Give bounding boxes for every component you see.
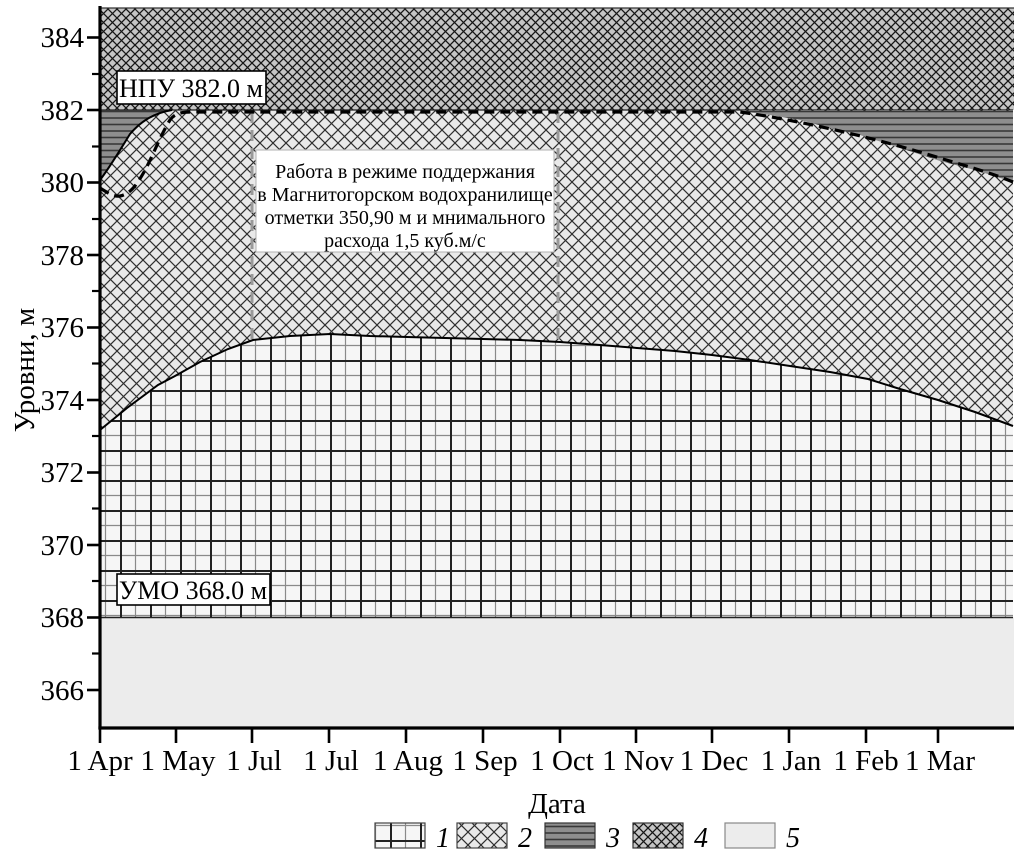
x-tick-jul2: 1 Jul [303,745,359,777]
legend-label-4: 4 [694,823,708,854]
zone5-below-umo [100,617,1014,728]
annotation-box: Работа в режиме поддержания в Магнитогор… [255,149,555,253]
y-tick-382: 382 [41,95,85,127]
x-tick-mar: 1 Mar [905,745,975,777]
y-major-ticks [87,36,99,692]
y-tick-370: 370 [41,530,85,562]
legend-item-5: 5 [724,822,800,854]
y-minor-ticks [92,72,99,655]
npu-label-box: НПУ 382.0 м [116,70,267,105]
x-tick-jul1: 1 Jul [226,745,282,777]
legend: 1 2 3 4 5 [374,822,800,854]
y-tick-384: 384 [41,22,85,54]
umo-label-box: УМО 368.0 м [116,573,271,606]
annotation-line-2: в Магнитогорском водохранилище [257,184,553,206]
x-tick-nov: 1 Nov [602,745,674,777]
x-tick-oct: 1 Oct [530,745,594,777]
x-tick-dec: 1 Dec [680,745,748,777]
axes [87,6,1014,743]
x-tick-jan: 1 Jan [761,745,822,777]
lower-boundary-curve [99,332,1014,431]
umo-label: УМО 368.0 м [119,576,267,605]
zone3-right-sliver [740,111,1013,182]
y-tick-380: 380 [41,167,85,199]
legend-label-1: 1 [436,823,450,854]
dispatch-curve-dashed [99,110,1014,198]
legend-item-3: 3 [544,822,620,854]
legend-swatch-plain [724,822,776,849]
x-tick-feb: 1 Feb [833,745,898,777]
legend-label-2: 2 [518,823,532,854]
x-tick-may: 1 May [141,745,216,777]
y-tick-368: 368 [41,602,85,634]
left-fill-boundary-curve [99,109,173,181]
y-tick-378: 378 [41,240,85,272]
annotation-line-1: Работа в режиме поддержания [275,161,535,183]
legend-item-1: 1 [374,822,450,854]
legend-swatch-grid [374,822,426,849]
x-tick-sep: 1 Sep [452,745,517,777]
x-tick-aug: 1 Aug [373,745,443,777]
boundary-lines [99,109,1014,619]
legend-label-5: 5 [786,823,800,854]
legend-item-2: 2 [456,822,532,854]
y-tick-374: 374 [41,385,85,417]
x-axis-title: Дата [528,788,586,820]
legend-item-4: 4 [632,822,708,854]
zone3-left-sliver [100,110,172,180]
y-tick-labels: 384 382 380 378 376 374 372 370 368 366 [41,22,85,707]
x-tick-labels: 1 Apr 1 May 1 Jul 1 Jul 1 Aug 1 Sep 1 Oc… [67,745,975,777]
npu-label: НПУ 382.0 м [119,74,263,103]
y-tick-376: 376 [41,312,85,344]
legend-swatch-hlines-dark [544,822,596,849]
y-tick-372: 372 [41,457,85,489]
y-tick-366: 366 [41,675,85,707]
legend-swatch-crosshatch-dark [632,822,684,849]
y-axis-title: Уровни, м [9,308,41,433]
annotation-line-4: расхода 1,5 куб.м/с [324,230,486,252]
legend-swatch-crosshatch-light [456,822,508,849]
x-tick-apr: 1 Apr [67,745,133,777]
annotation-line-3: отметки 350,90 м и мнимального [265,207,546,229]
zone1-grid [100,334,1013,618]
x-ticks [98,729,940,743]
legend-label-3: 3 [605,823,620,854]
